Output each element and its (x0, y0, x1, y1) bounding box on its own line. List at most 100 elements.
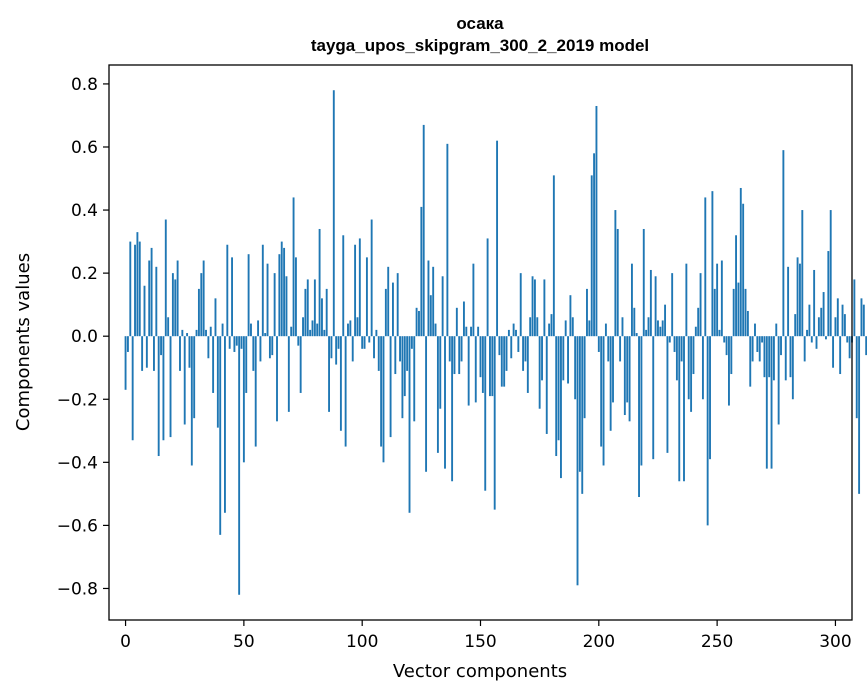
bar-234 (678, 336, 681, 482)
bar-73 (297, 336, 300, 346)
bar-76 (304, 288, 307, 337)
bar-217 (638, 336, 640, 498)
bar-197 (590, 175, 593, 337)
bar-174 (536, 317, 539, 337)
bar-188 (569, 295, 572, 337)
bar-289 (808, 304, 811, 337)
bar-205 (609, 336, 612, 431)
bar-56 (257, 320, 260, 337)
bar-277 (780, 336, 782, 356)
bar-83 (321, 298, 323, 337)
bar-28 (190, 336, 193, 466)
y-tick-label: 0.0 (71, 327, 98, 347)
bar-167 (519, 273, 522, 337)
bar-103 (368, 336, 371, 343)
bar-62 (271, 336, 274, 356)
bar-47 (235, 336, 238, 346)
bar-241 (694, 326, 697, 337)
bar-230 (668, 336, 671, 343)
bar-109 (382, 336, 385, 463)
bar-164 (512, 323, 515, 337)
bar-275 (775, 323, 778, 337)
bar-88 (332, 90, 335, 337)
bar-30 (195, 329, 198, 337)
bar-168 (522, 336, 525, 371)
bar-79 (311, 320, 314, 337)
bar-301 (836, 298, 839, 337)
x-tick-label: 0 (120, 632, 131, 652)
bar-59 (264, 333, 267, 337)
bar-212 (626, 336, 629, 403)
bar-159 (500, 336, 503, 387)
bar-87 (330, 336, 333, 359)
bar-125 (420, 206, 423, 337)
bar-34 (205, 329, 207, 337)
bar-119 (406, 336, 409, 371)
bar-218 (640, 336, 643, 466)
bar-264 (749, 336, 752, 387)
bar-70 (290, 326, 293, 337)
bar-23 (179, 336, 181, 371)
bar-162 (507, 329, 510, 337)
bar-75 (302, 317, 304, 337)
bar-139 (453, 336, 456, 375)
bar-27 (188, 336, 191, 368)
bar-101 (363, 336, 366, 349)
bar-78 (309, 329, 312, 337)
bar-208 (616, 228, 619, 337)
bar-170 (526, 336, 529, 393)
bar-161 (505, 336, 508, 371)
bar-131 (434, 323, 437, 337)
bar-116 (399, 336, 401, 362)
bar-176 (541, 336, 543, 381)
bar-55 (254, 336, 257, 447)
bar-135 (444, 336, 446, 469)
bar-121 (410, 336, 413, 349)
bar-39 (216, 336, 219, 428)
bar-198 (593, 153, 596, 337)
bar-181 (552, 175, 555, 337)
bar-263 (746, 310, 749, 337)
bar-231 (671, 273, 674, 337)
bar-160 (503, 336, 506, 387)
bar-22 (176, 260, 179, 337)
bar-232 (673, 336, 676, 352)
bar-57 (259, 336, 262, 362)
bar-257 (732, 288, 735, 337)
y-tick-label: 0.4 (71, 201, 98, 221)
bar-246 (706, 336, 709, 526)
bar-117 (401, 336, 404, 419)
bar-255 (728, 336, 730, 406)
bar-309 (855, 336, 858, 419)
bar-286 (801, 210, 804, 337)
bar-141 (458, 336, 461, 375)
bar-279 (784, 336, 787, 381)
bar-282 (791, 336, 794, 400)
bar-295 (822, 292, 825, 337)
bar-108 (380, 336, 383, 447)
bar-290 (810, 336, 813, 343)
bar-269 (761, 336, 764, 343)
bar-85 (325, 288, 328, 337)
bar-221 (647, 317, 650, 337)
bar-13 (155, 266, 158, 337)
bar-5 (136, 232, 139, 337)
bar-31 (197, 288, 200, 337)
bar-219 (642, 228, 645, 337)
bar-29 (193, 336, 196, 419)
x-tick-label: 200 (583, 632, 615, 652)
bar-273 (770, 336, 773, 469)
bar-276 (777, 336, 780, 425)
bar-254 (725, 336, 728, 356)
bar-86 (328, 336, 330, 412)
x-tick-label: 300 (819, 632, 851, 652)
bar-251 (718, 329, 721, 337)
bar-228 (664, 304, 667, 337)
bar-25 (183, 336, 186, 425)
bar-179 (548, 323, 551, 337)
bar-199 (595, 105, 598, 337)
bar-256 (730, 336, 733, 375)
bar-298 (829, 210, 832, 337)
bar-41 (221, 323, 224, 337)
